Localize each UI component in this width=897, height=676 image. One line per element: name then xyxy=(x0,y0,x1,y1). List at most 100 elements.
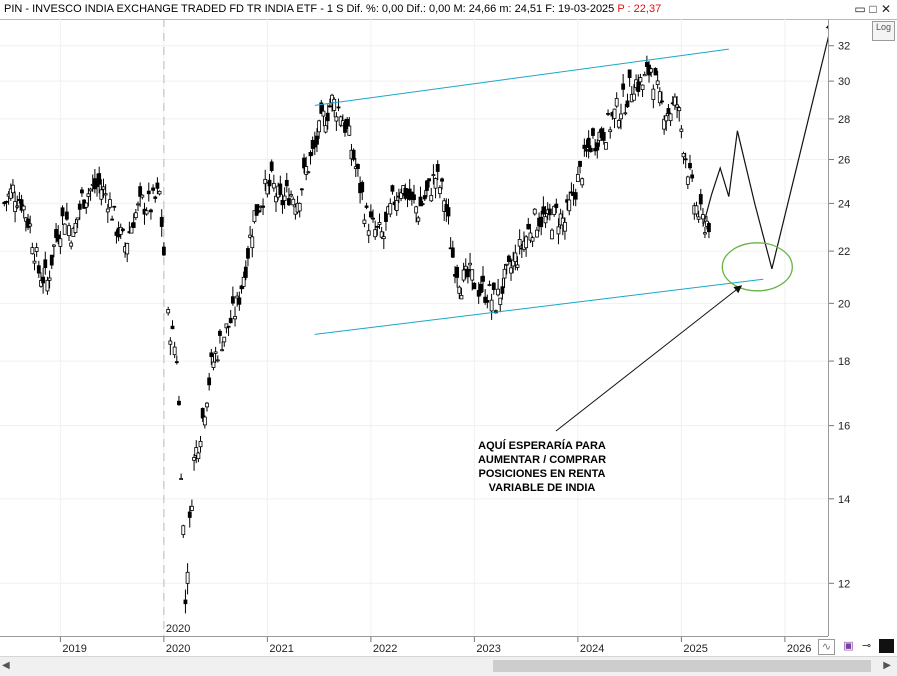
chart-toolbar: ∿ ▣ ⊸ xyxy=(815,636,897,656)
candle-body xyxy=(528,232,533,241)
time-axis[interactable]: 2019 2020 2021 2022 2023 2024 2025 2026 xyxy=(0,636,828,657)
y-tick-label: 32 xyxy=(838,41,850,53)
candle-body xyxy=(673,96,677,106)
candle-body xyxy=(412,194,416,201)
trendline xyxy=(314,48,729,106)
save-icon[interactable]: ▣ xyxy=(843,640,854,652)
candle-body xyxy=(466,269,470,278)
candle-body xyxy=(573,192,578,200)
candle-body xyxy=(218,330,222,336)
color-icon[interactable] xyxy=(879,639,894,653)
candle-body xyxy=(455,266,460,278)
candle-body xyxy=(694,205,699,215)
scroll-thumb[interactable] xyxy=(493,660,871,672)
candle-body xyxy=(84,202,89,208)
candle-body xyxy=(228,317,233,324)
candle-body xyxy=(209,352,214,358)
candle-body xyxy=(291,198,296,206)
candle-body xyxy=(642,73,647,77)
candle-body xyxy=(496,288,500,296)
candle-body xyxy=(567,199,572,212)
drawing-overlays xyxy=(314,19,828,432)
candle-body xyxy=(476,289,481,297)
candle-body xyxy=(668,113,673,122)
candle-body xyxy=(133,212,138,219)
candle-body xyxy=(265,182,270,195)
maximize-icon[interactable]: □ xyxy=(869,2,877,16)
minimize-icon[interactable]: ▭ xyxy=(854,2,866,16)
candle-body xyxy=(364,205,369,208)
y-tick-label: 24 xyxy=(838,198,850,210)
price-plot-area[interactable]: 2020 xyxy=(0,19,828,636)
candle-body xyxy=(15,205,20,208)
log-scale-button[interactable]: Log xyxy=(872,21,895,41)
candle-body xyxy=(131,222,136,228)
candle-body xyxy=(601,132,606,141)
candle-body xyxy=(640,84,645,91)
candle-body xyxy=(478,283,483,293)
candle-body xyxy=(32,260,37,264)
annotation-line: POSICIONES EN RENTA xyxy=(478,468,606,480)
candle-body xyxy=(632,93,636,101)
candle-body xyxy=(299,188,304,191)
chart-type-icon[interactable]: ∿ xyxy=(818,639,835,655)
scroll-left-icon[interactable]: ◀ xyxy=(2,660,10,671)
candle-body xyxy=(237,297,242,305)
price-label: P : 22,37 xyxy=(617,3,662,15)
y-tick-label: 12 xyxy=(838,578,850,590)
candle-body xyxy=(580,178,585,186)
candle-body xyxy=(49,254,54,266)
candle-body xyxy=(504,263,509,266)
candle-body xyxy=(666,108,671,114)
candle-body xyxy=(394,200,399,211)
candle-body xyxy=(431,174,436,176)
candle-body xyxy=(86,193,91,197)
candle-body xyxy=(489,299,494,312)
candle-body xyxy=(360,182,365,193)
candle-body xyxy=(703,232,707,235)
annotation-arrow xyxy=(555,285,743,432)
title-text: PIN - INVESCO INDIA EXCHANGE TRADED FD T… xyxy=(4,3,615,15)
candle-body xyxy=(97,173,102,185)
candle-body xyxy=(351,149,356,160)
candle-body xyxy=(321,110,326,117)
candle-body xyxy=(75,217,80,221)
candle-body xyxy=(183,599,188,605)
candle-body xyxy=(274,195,278,203)
candle-body xyxy=(588,147,593,152)
candle-body xyxy=(47,277,52,281)
candle-body xyxy=(181,525,186,535)
candle-body xyxy=(112,205,117,208)
candle-body xyxy=(62,223,67,235)
candle-body xyxy=(472,282,477,290)
candle-body xyxy=(267,179,272,187)
candle-body xyxy=(625,100,630,108)
price-axis[interactable]: 12 14 16 18 20 22 24 26 28 30 32 xyxy=(828,19,897,636)
candle-body xyxy=(151,187,155,191)
candle-body xyxy=(623,112,628,115)
horizontal-scrollbar[interactable]: ◀ ▶ xyxy=(0,656,897,676)
annotation-line: AQUÍ ESPERARÍA PARA xyxy=(478,440,606,452)
candle-body xyxy=(506,255,511,262)
candle-body xyxy=(80,189,84,194)
x-tick-label: 2025 xyxy=(683,643,707,655)
candle-body xyxy=(166,309,171,314)
candle-body xyxy=(185,571,190,584)
candle-body xyxy=(638,77,643,83)
candle-body xyxy=(513,252,518,263)
candle-body xyxy=(282,195,287,201)
candle-body xyxy=(345,118,350,128)
candle-body xyxy=(649,68,654,73)
candle-body xyxy=(222,336,227,343)
y-tick-label: 26 xyxy=(838,155,850,167)
candle-body xyxy=(418,196,423,207)
pin-icon[interactable]: ⊸ xyxy=(861,640,872,652)
x-tick-label: 2024 xyxy=(580,643,604,655)
candle-body xyxy=(332,98,337,111)
candle-body xyxy=(677,107,682,112)
scroll-right-icon[interactable]: ▶ xyxy=(883,660,891,671)
candle-body xyxy=(662,118,667,130)
candle-body xyxy=(614,98,619,107)
close-icon[interactable]: ✕ xyxy=(880,2,892,16)
candle-body xyxy=(660,100,664,103)
